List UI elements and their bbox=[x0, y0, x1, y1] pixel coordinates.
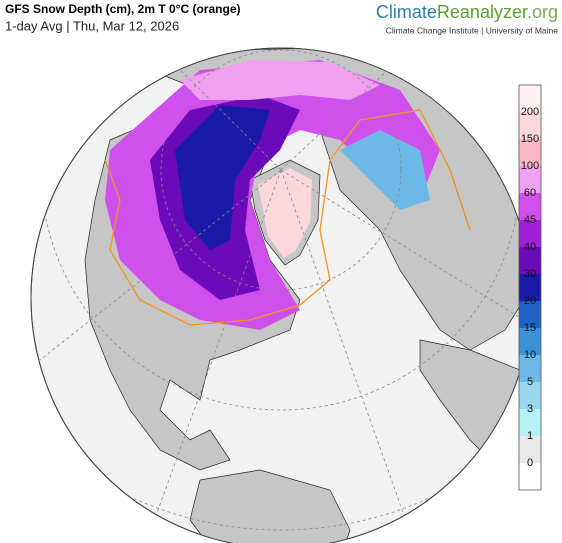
colorbar-segment bbox=[519, 274, 541, 301]
snow-eurasia bbox=[180, 60, 380, 100]
brand-part: Climate bbox=[376, 2, 437, 22]
colorbar-label: 0 bbox=[527, 457, 533, 469]
colorbar-label: 60 bbox=[524, 187, 536, 199]
subtitle: 1-day Avg | Thu, Mar 12, 2026 bbox=[5, 18, 179, 33]
colorbar-frame bbox=[518, 84, 542, 491]
zero-isotherm bbox=[104, 109, 471, 326]
colorbar-segment bbox=[519, 301, 541, 328]
colorbar-label: 150 bbox=[521, 133, 539, 145]
institute: Climate Change Institute | University of… bbox=[386, 25, 559, 35]
colorbar-label: 20 bbox=[524, 295, 536, 307]
graticule bbox=[39, 48, 531, 543]
colorbar-segment bbox=[519, 382, 541, 409]
snow-europe bbox=[340, 130, 430, 210]
colorbar-segment bbox=[519, 85, 541, 112]
snow-core bbox=[175, 105, 270, 250]
colorbar-segment bbox=[519, 463, 541, 490]
colorbar-segment bbox=[519, 139, 541, 166]
colorbar-segment bbox=[519, 193, 541, 220]
colorbar-label: 10 bbox=[524, 349, 536, 361]
colorbar-segment bbox=[519, 328, 541, 355]
graticule bbox=[31, 48, 531, 531]
graticule bbox=[160, 49, 402, 291]
colorbar-segment bbox=[519, 436, 541, 463]
title: GFS Snow Depth (cm), 2m T 0°C (orange) bbox=[5, 2, 240, 16]
colorbar-label: 100 bbox=[521, 160, 539, 172]
brand: ClimateReanalyzer.org bbox=[376, 2, 558, 22]
colorbar-label: 15 bbox=[524, 322, 536, 334]
colorbar-label: 40 bbox=[524, 241, 536, 253]
colorbar-segment bbox=[519, 355, 541, 382]
colorbar-segment bbox=[519, 166, 541, 193]
greenland-snow bbox=[258, 168, 312, 258]
colorbar-label: 1 bbox=[527, 430, 533, 442]
colorbar-segment bbox=[519, 409, 541, 436]
colorbar-label: 30 bbox=[524, 268, 536, 280]
colorbar-label: 200 bbox=[521, 106, 539, 118]
south-america bbox=[189, 469, 351, 543]
brand-part: Reanalyzer bbox=[437, 2, 528, 22]
colorbar-segment bbox=[519, 247, 541, 274]
colorbar-label: 3 bbox=[527, 403, 533, 415]
colorbar: 0 1 3 5 10 15 20 30 40 45 60 100 150 200 bbox=[518, 84, 542, 491]
colorbar-segment bbox=[519, 112, 541, 139]
brand-part: .org bbox=[527, 2, 558, 22]
colorbar-segment bbox=[519, 220, 541, 247]
colorbar-label: 5 bbox=[527, 376, 533, 388]
colorbar-label: 45 bbox=[524, 214, 536, 226]
